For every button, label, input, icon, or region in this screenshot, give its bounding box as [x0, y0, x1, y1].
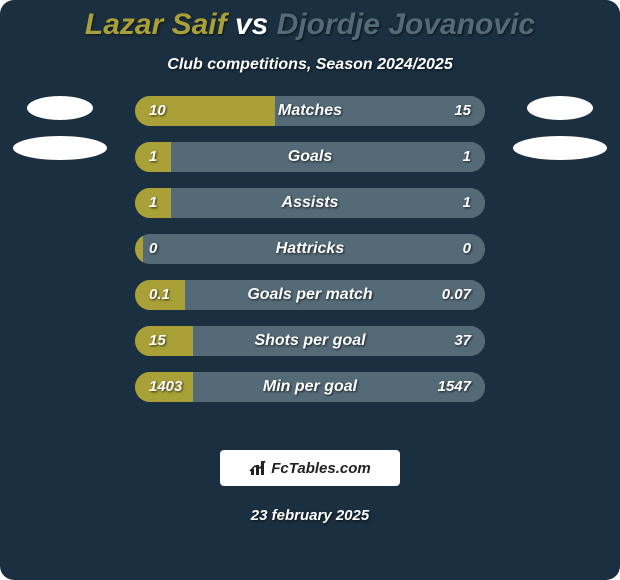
stat-row: 11Assists	[135, 188, 485, 218]
stat-row: 0.10.07Goals per match	[135, 280, 485, 310]
comparison-card: Lazar Saif vs Djordje Jovanovic Club com…	[0, 0, 620, 580]
stat-label: Shots per goal	[135, 326, 485, 356]
stat-label: Hattricks	[135, 234, 485, 264]
player1-name: Lazar Saif	[85, 8, 227, 41]
brand-label: FcTables.com	[271, 460, 370, 477]
player2-photo	[510, 96, 610, 166]
player2-name: Djordje Jovanovic	[277, 8, 535, 41]
stat-label: Matches	[135, 96, 485, 126]
vs-label: vs	[227, 8, 277, 41]
stat-row: 11Goals	[135, 142, 485, 172]
stat-label: Min per goal	[135, 372, 485, 402]
stat-row: 14031547Min per goal	[135, 372, 485, 402]
silhouette-head	[527, 96, 593, 120]
date-label: 23 february 2025	[0, 507, 620, 524]
stat-row: 1015Matches	[135, 96, 485, 126]
brand-badge: FcTables.com	[220, 450, 400, 486]
stat-label: Assists	[135, 188, 485, 218]
silhouette-body	[513, 136, 607, 160]
subtitle: Club competitions, Season 2024/2025	[0, 56, 620, 74]
player1-photo	[10, 96, 110, 166]
silhouette-head	[27, 96, 93, 120]
stat-label: Goals	[135, 142, 485, 172]
stat-row: 00Hattricks	[135, 234, 485, 264]
silhouette-body	[13, 136, 107, 160]
page-title: Lazar Saif vs Djordje Jovanovic	[0, 0, 620, 42]
stat-row: 1537Shots per goal	[135, 326, 485, 356]
stat-label: Goals per match	[135, 280, 485, 310]
stat-bars: 1015Matches 11Goals 11Assists 00Hattricks 0.…	[135, 96, 485, 418]
chart-icon	[249, 459, 267, 477]
